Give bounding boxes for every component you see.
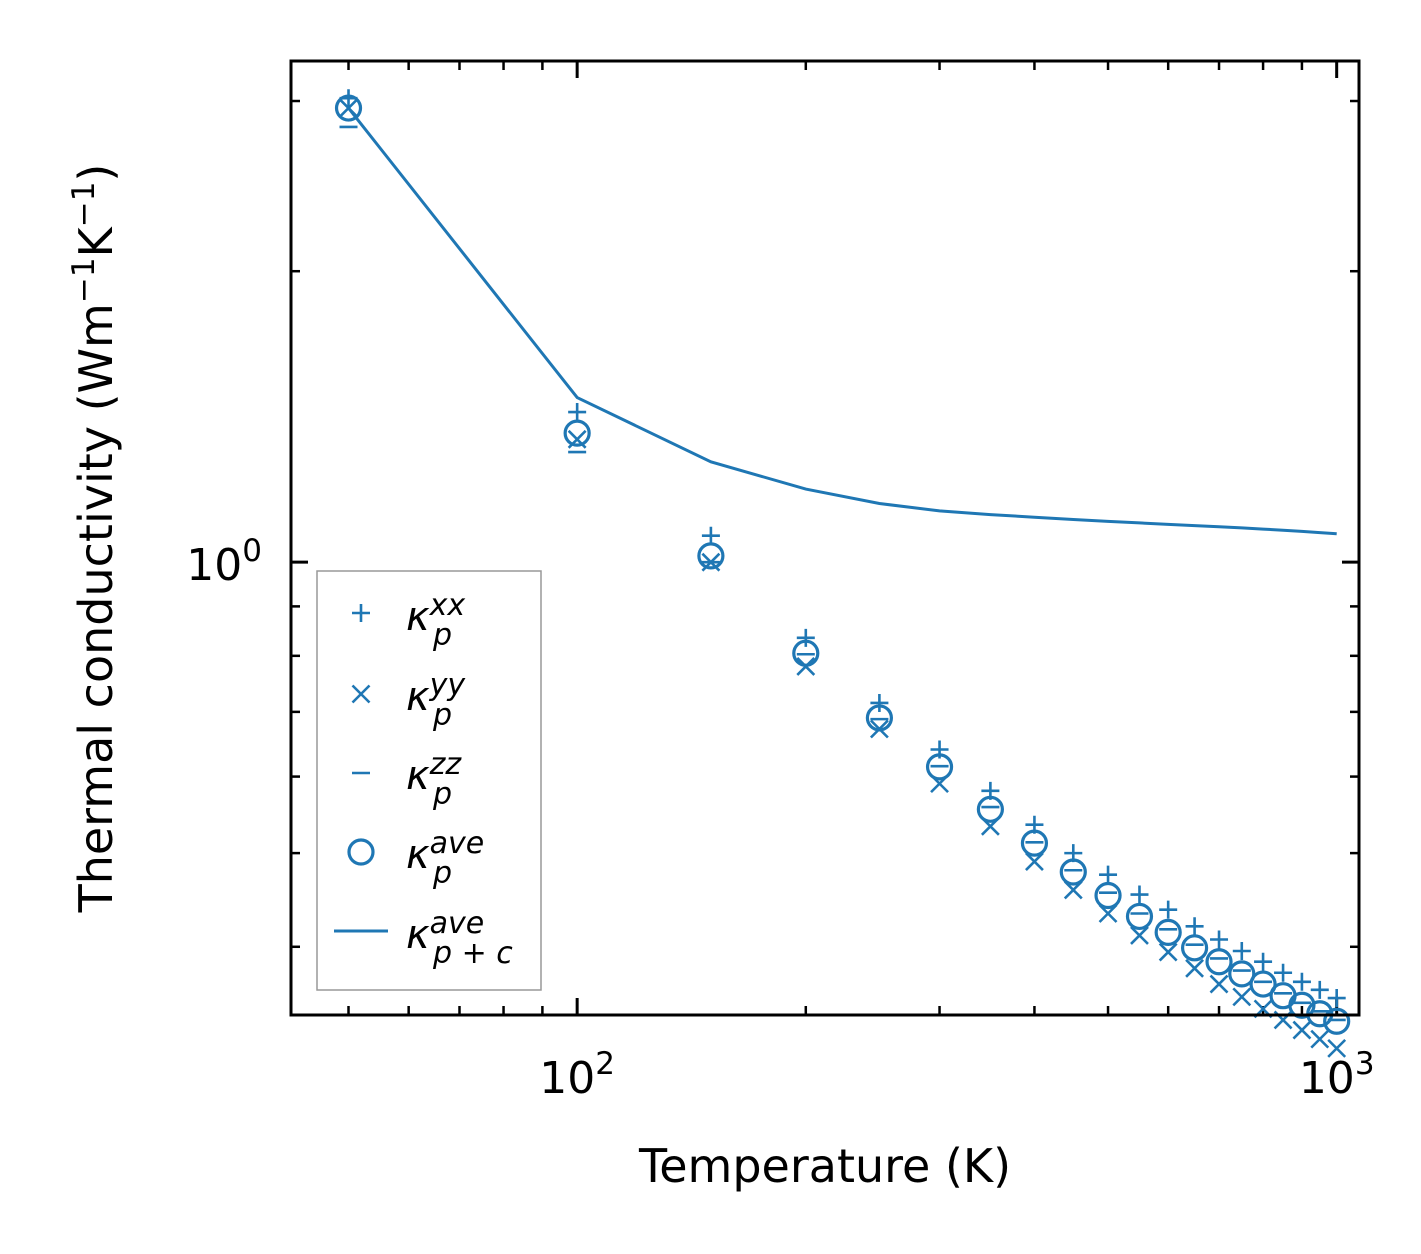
series-kappa-xx [339,89,1346,1008]
y-tick-label-exp: 0 [242,533,262,569]
data-point-kappa-yy [1310,1029,1330,1049]
x-tick-label: 102 [539,1046,615,1104]
legend-kxx-base: κ [406,594,430,640]
data-point-kappa-ave [1205,948,1233,976]
x-tick-label: 103 [1299,1046,1375,1104]
legend: κxx p κyy p κzz p κave p κave p + c [316,570,542,991]
data-point-kappa-xx [1327,989,1346,1008]
legend-kpc-sup: ave [430,906,485,941]
legend-marker-kappa-xx [352,604,370,622]
y-axis-label: Thermal conductivity (Wm−1K−1) [66,164,123,914]
data-point-kappa-xx [1274,963,1293,982]
legend-kzz-base: κ [406,753,430,799]
legend-label-kpc: κave p + c [406,906,513,971]
data-point-kappa-ave [976,795,1004,823]
data-point-kappa-yy [1158,942,1178,962]
data-point-kappa-ave [925,753,954,781]
y-axis-label-exp2: −1 [66,182,102,228]
x-tick-label-exp: 3 [1355,1046,1375,1082]
data-point-kappa-xx [1210,930,1229,949]
legend-marker-kappa-yy [351,684,371,704]
legend-kave-sup: ave [430,826,485,861]
legend-kzz-sup: zz [429,747,463,782]
data-point-kappa-ave [1180,934,1209,962]
data-point-kappa-ave [1020,829,1049,857]
legend-label-kzz: κzz p [406,747,462,812]
data-point-kappa-ave [1323,1007,1351,1035]
data-point-kappa-ave [865,704,894,732]
data-point-kappa-ave [1059,858,1087,886]
data-point-kappa-xx [1185,917,1204,936]
y-axis-label-end: ) [69,164,123,182]
series-kappa-pc-ave [347,107,1337,536]
data-point-kappa-ave [697,542,725,570]
y-axis-label-main: Thermal conductivity (Wm [69,303,123,913]
data-point-kappa-ave [1288,991,1316,1019]
data-point-kappa-yy [1327,1038,1347,1058]
legend-markers [334,604,388,933]
legend-kpc-sub: p + c [432,936,513,971]
data-point-kappa-ave [1094,881,1122,910]
data-point-kappa-xx [870,693,889,712]
data-point-kappa-ave [334,94,363,122]
data-point-kappa-xx [1159,900,1178,919]
legend-kyy-sup: yy [429,668,467,703]
data-point-kappa-xx [1254,952,1273,971]
legend-marker-kappa-ave [347,838,375,866]
series-line-kappa-pc-ave [347,107,1337,536]
data-point-kappa-xx [568,403,587,422]
x-tick-label-exp: 2 [595,1046,615,1082]
data-point-kappa-ave [563,419,591,447]
legend-kyy-sub: p [432,698,452,733]
y-axis-label-exp1: −1 [66,257,102,303]
legend-kave-base: κ [406,832,430,878]
x-axis-label: Temperature (K) [638,1139,1011,1193]
legend-kzz-sub: p [432,777,452,812]
legend-label-kyy: κyy p [406,668,466,733]
data-point-kappa-ave [1228,960,1256,988]
data-point-kappa-xx [1130,885,1149,904]
data-point-kappa-yy [1232,987,1252,1007]
data-point-kappa-ave [1154,918,1182,946]
legend-frame [316,570,542,991]
legend-label-kave: κave p [406,826,484,891]
legend-kyy-base: κ [406,674,430,720]
data-point-kappa-xx [1099,865,1118,884]
legend-kxx-sup: xx [429,588,466,623]
legend-kave-sub: p [432,856,452,891]
series-kappa-ave [334,94,1351,1035]
data-point-kappa-yy [1185,958,1204,978]
data-point-kappa-xx [796,628,815,647]
x-tick-label-base: 10 [539,1053,595,1104]
y-tick-label: 100 [186,533,262,591]
legend-kpc-base: κ [406,912,430,958]
data-point-kappa-yy [1130,925,1149,945]
data-point-kappa-ave [792,639,820,667]
data-point-kappa-xx [1310,980,1329,999]
data-point-kappa-yy [1025,852,1044,872]
legend-label-kxx: κxx p [406,588,465,653]
y-axis-label-mid: K [69,225,123,257]
plot-frame [289,59,1361,1017]
y-tick-label-base: 10 [186,540,242,591]
data-point-kappa-xx [1292,972,1311,991]
data-point-kappa-ave [1249,970,1277,998]
data-point-kappa-ave [1125,902,1154,931]
data-point-kappa-xx [1232,942,1251,960]
x-tick-label-base: 10 [1299,1053,1355,1104]
legend-kxx-sub: p [432,618,452,653]
data-point-kappa-yy [1292,1020,1312,1040]
data-point-kappa-yy [1209,974,1229,994]
data-point-kappa-xx [701,526,720,545]
